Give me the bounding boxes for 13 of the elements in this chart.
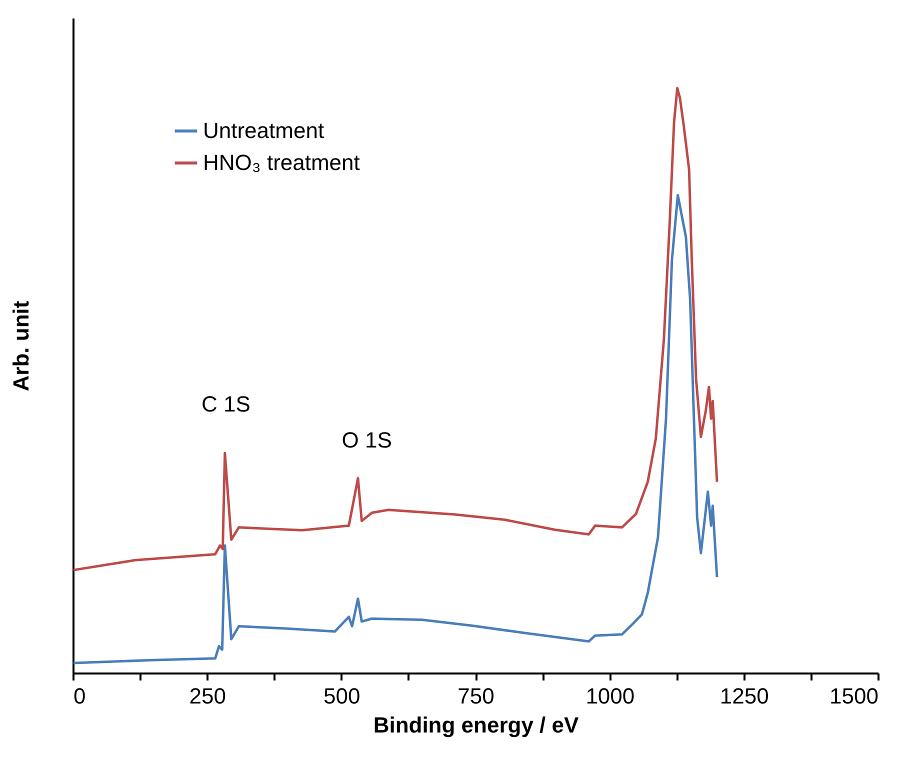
x-tick-label: 250 xyxy=(189,684,226,708)
annotation: O 1S xyxy=(342,427,392,452)
x-tick-label: 1500 xyxy=(830,684,878,708)
annotation: C 1S xyxy=(201,391,250,416)
y-axis-title: Arb. unit xyxy=(8,300,34,392)
x-tick-label: 500 xyxy=(323,684,360,708)
legend-label: HNO₃ treatment xyxy=(203,150,360,175)
legend-label: Untreatment xyxy=(203,118,324,143)
x-tick-label: 1000 xyxy=(586,684,635,708)
x-tick-label: 750 xyxy=(458,684,494,708)
x-tick-label: 0 xyxy=(74,684,86,708)
x-tick-label: 1250 xyxy=(720,684,769,708)
x-axis-title: Binding energy / eV xyxy=(373,712,580,738)
